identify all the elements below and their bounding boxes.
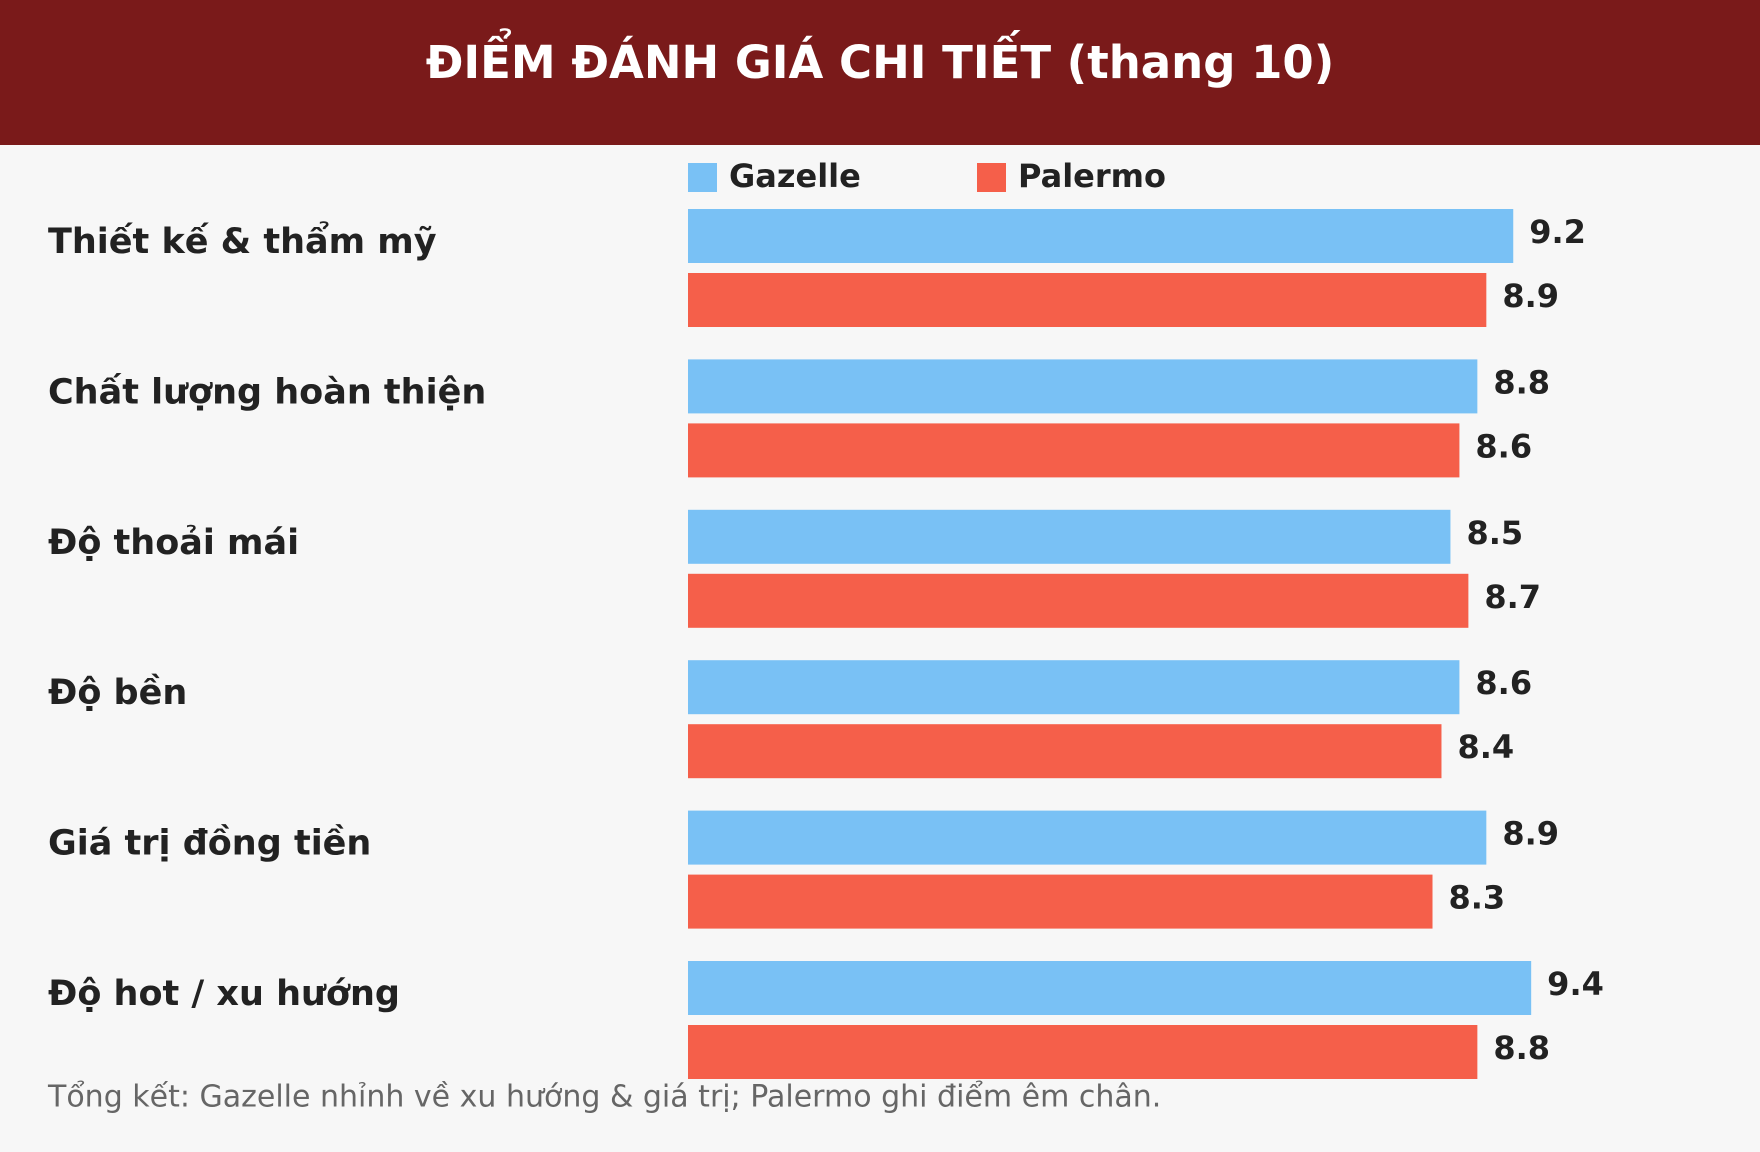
- category-label: Thiết kế & thẩm mỹ: [48, 220, 437, 262]
- bar: [688, 724, 1442, 779]
- header: [0, 0, 1760, 145]
- value-label: 8.4: [1457, 728, 1514, 766]
- value-label: 8.9: [1502, 277, 1559, 315]
- value-label: 8.7: [1484, 578, 1541, 616]
- bar: [688, 961, 1532, 1015]
- category-label: Giá trị đồng tiền: [48, 823, 371, 864]
- footnote: Tổng kết: Gazelle nhỉnh về xu hướng & gi…: [47, 1079, 1161, 1115]
- value-label: 8.3: [1449, 879, 1506, 917]
- legend-swatch: [688, 163, 717, 192]
- legend-label: Palermo: [1018, 157, 1166, 195]
- chart-title: ĐIỂM ĐÁNH GIÁ CHI TIẾT (thang 10): [426, 29, 1335, 89]
- value-label: 9.4: [1547, 965, 1604, 1003]
- bar: [688, 810, 1487, 865]
- category-label: Độ hot / xu hướng: [48, 974, 400, 1014]
- value-label: 8.8: [1493, 1029, 1550, 1067]
- bar: [688, 273, 1487, 327]
- bar: [688, 209, 1514, 263]
- value-label: 8.5: [1466, 514, 1523, 552]
- bar: [688, 423, 1460, 478]
- value-label: 8.8: [1493, 363, 1550, 401]
- value-label: 8.6: [1475, 664, 1532, 702]
- bar: [688, 1025, 1478, 1079]
- bar: [688, 573, 1469, 628]
- legend-swatch: [977, 163, 1006, 192]
- bar: [688, 509, 1451, 564]
- bar: [688, 660, 1460, 715]
- category-label: Độ bền: [48, 672, 187, 713]
- category-label: Độ thoải mái: [48, 523, 299, 563]
- category-label: Chất lượng hoàn thiện: [48, 372, 486, 412]
- bar: [688, 874, 1433, 929]
- value-label: 9.2: [1529, 213, 1586, 251]
- legend-label: Gazelle: [729, 157, 861, 195]
- value-label: 8.6: [1475, 427, 1532, 465]
- value-label: 8.9: [1502, 815, 1559, 853]
- bar: [688, 359, 1478, 414]
